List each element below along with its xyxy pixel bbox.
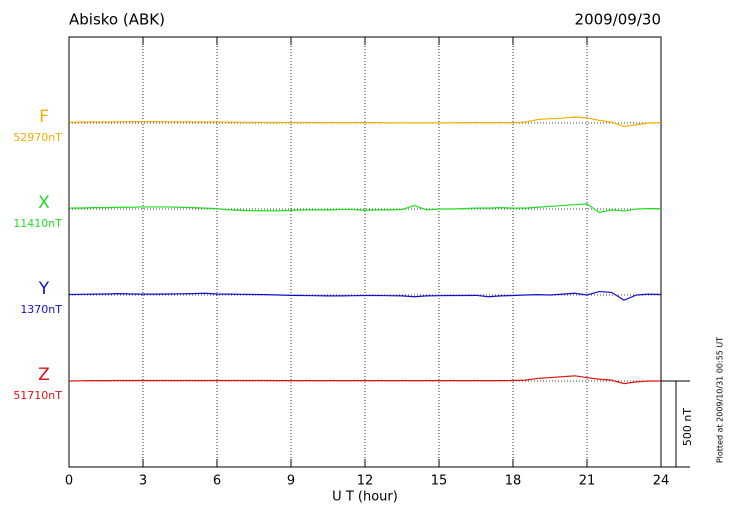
series-name: Z	[38, 365, 50, 385]
series-name: Y	[38, 279, 50, 299]
series-name: X	[38, 193, 50, 213]
x-tick-label: 24	[653, 474, 670, 489]
chart-date: 2009/09/30	[575, 11, 661, 29]
x-tick-label: 18	[505, 474, 522, 489]
series-line	[68, 203, 661, 214]
x-tick-label: 6	[213, 474, 221, 489]
baseline-label: 52970nT	[13, 131, 62, 144]
x-axis-label: U T (hour)	[332, 490, 398, 505]
x-tick-label: 21	[579, 474, 596, 489]
x-tick-label: 3	[139, 474, 147, 489]
plot-note: Plotted at 2009/10/31 00:55 UT	[716, 337, 725, 463]
baseline-label: 51710nT	[13, 389, 62, 402]
x-tick-label: 12	[357, 474, 374, 489]
series-line	[68, 290, 662, 301]
baseline-label: 1370nT	[20, 303, 62, 316]
x-tick-label: 0	[65, 474, 73, 489]
baseline-label: 11410nT	[13, 217, 62, 230]
x-tick-label: 9	[287, 474, 295, 489]
series-name: F	[39, 107, 49, 127]
scale-label: 500 nT	[681, 408, 694, 446]
x-tick-label: 15	[431, 474, 448, 489]
series-line	[69, 116, 662, 128]
series-line	[68, 375, 661, 385]
chart-title: Abisko (ABK)	[69, 11, 165, 29]
